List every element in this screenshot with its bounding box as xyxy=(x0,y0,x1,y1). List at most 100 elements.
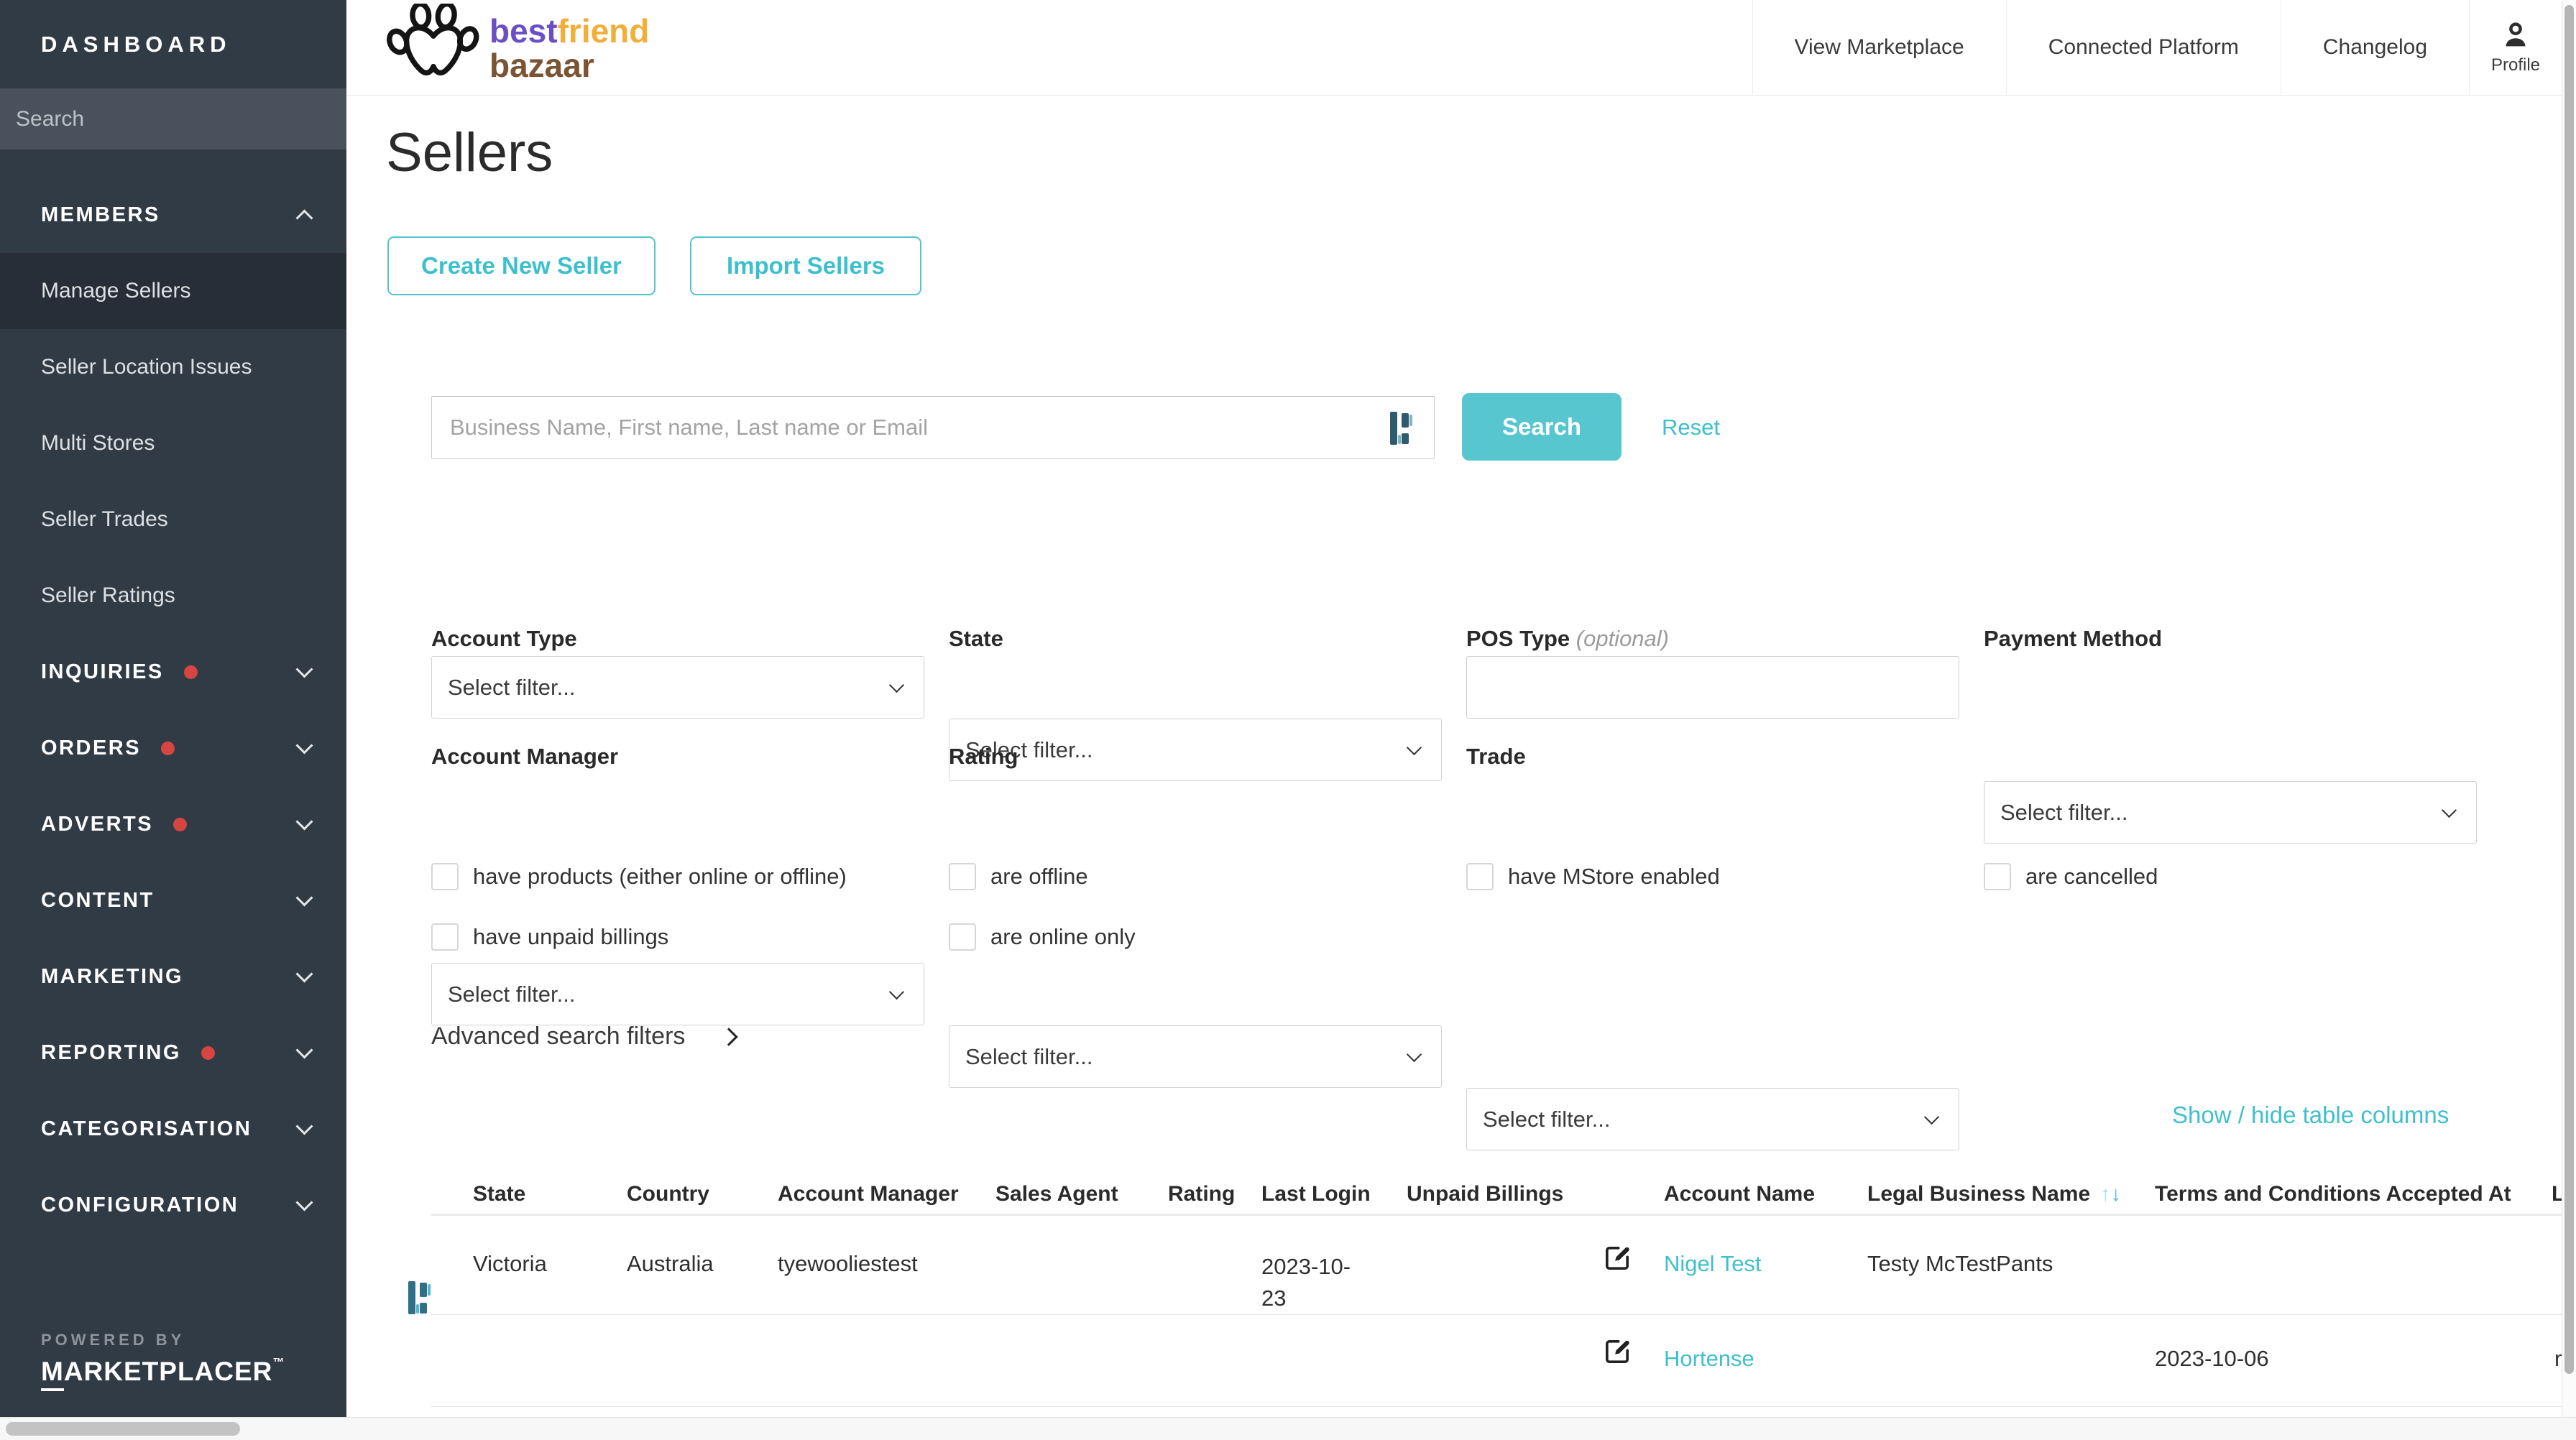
pos-type-input[interactable] xyxy=(1466,656,1959,719)
col-header-sales-agent: Sales Agent xyxy=(995,1182,1118,1206)
select-value: Select filter... xyxy=(965,737,1093,762)
chevron-right-icon xyxy=(719,1027,739,1046)
col-header-unpaid-billings: Unpaid Billings xyxy=(1407,1182,1564,1206)
chevron-down-icon xyxy=(295,964,313,983)
chevron-down-icon xyxy=(295,660,313,678)
chevron-down-icon xyxy=(2441,802,2457,818)
sidebar-item-seller-ratings[interactable]: Seller Ratings xyxy=(0,558,346,634)
checkbox-online-only: are online only xyxy=(949,923,1136,951)
cell-country: Australia xyxy=(627,1251,714,1276)
profile-button[interactable]: Profile xyxy=(2469,0,2562,95)
checkbox-label: are offline xyxy=(990,864,1088,889)
checkbox-label: are online only xyxy=(990,924,1136,949)
state-select[interactable]: Select filter... xyxy=(949,719,1442,781)
col-header-account-name: Account Name xyxy=(1664,1182,1816,1206)
main-content: Sellers Create New Seller Import Sellers… xyxy=(346,96,2562,1417)
barcode-scan-icon[interactable] xyxy=(1390,412,1417,445)
top-header: bestfriend bazaar View Marketplace Conne… xyxy=(346,0,2562,96)
nav-changelog[interactable]: Changelog xyxy=(2280,0,2469,95)
sidebar-section-adverts[interactable]: ADVERTS xyxy=(0,786,346,862)
checkbox[interactable] xyxy=(431,863,459,890)
sidebar-section-label: CATEGORISATION xyxy=(41,1117,252,1140)
advanced-search-filters-toggle[interactable]: Advanced search filters xyxy=(431,1023,739,1051)
sidebar-section-marketing[interactable]: MARKETING xyxy=(0,938,346,1015)
checkbox-unpaid-billings: have unpaid billings xyxy=(431,923,668,951)
payment-method-select[interactable]: Select filter... xyxy=(1984,781,2477,844)
powered-by-marketplacer: POWERED BY MARKETPLACER™ xyxy=(41,1331,285,1391)
sidebar-item-label: Manage Sellers xyxy=(41,279,191,303)
sidebar-section-reporting[interactable]: REPORTING xyxy=(0,1015,346,1091)
notification-dot xyxy=(173,817,188,831)
sidebar-section-categorisation[interactable]: CATEGORISATION xyxy=(0,1091,346,1167)
sidebar-section-label: ORDERS xyxy=(41,736,142,760)
show-hide-columns-link[interactable]: Show / hide table columns xyxy=(2172,1102,2450,1128)
filter-label-pos-type: POS Type (optional) xyxy=(1466,626,1670,651)
checkbox[interactable] xyxy=(1466,863,1494,890)
checkbox[interactable] xyxy=(1984,863,2011,890)
sidebar-item-multi-stores[interactable]: Multi Stores xyxy=(0,405,346,481)
reset-link[interactable]: Reset xyxy=(1662,415,1720,440)
nav-connected-platform[interactable]: Connected Platform xyxy=(2005,0,2281,95)
edit-seller-icon[interactable] xyxy=(1603,1244,1632,1273)
sidebar-item-label: Multi Stores xyxy=(41,431,155,455)
checkbox-are-offline: are offline xyxy=(949,863,1088,890)
profile-label: Profile xyxy=(2490,55,2541,75)
page-title: Sellers xyxy=(386,122,553,183)
checkbox-label: have unpaid billings xyxy=(473,924,669,949)
col-header-last-login: Last Login xyxy=(1261,1182,1371,1206)
sidebar-section-inquiries[interactable]: INQUIRIES xyxy=(0,634,346,710)
edit-seller-icon[interactable] xyxy=(1603,1337,1632,1366)
search-button[interactable]: Search xyxy=(1462,393,1622,461)
checkbox[interactable] xyxy=(431,923,459,951)
sidebar-search-input[interactable] xyxy=(0,88,346,149)
cell-terms-accepted: 2023-10-06 xyxy=(2155,1346,2269,1371)
logo[interactable]: bestfriend bazaar xyxy=(386,1,649,92)
sidebar-item-label: Seller Location Issues xyxy=(41,355,252,379)
powered-by-label: POWERED BY xyxy=(41,1331,185,1349)
sort-asc-icon[interactable]: ↑ xyxy=(2100,1183,2111,1206)
import-sellers-button[interactable]: Import Sellers xyxy=(690,236,921,295)
filter-label-account-manager: Account Manager xyxy=(431,744,619,769)
notification-dot xyxy=(161,741,175,755)
col-header-account-manager: Account Manager xyxy=(778,1182,959,1206)
seller-search-input[interactable] xyxy=(431,396,1435,459)
sidebar-item-seller-trades[interactable]: Seller Trades xyxy=(0,481,346,558)
sort-desc-icon[interactable]: ↓ xyxy=(2110,1183,2122,1206)
sidebar-section-content[interactable]: CONTENT xyxy=(0,862,346,938)
select-value: Select filter... xyxy=(448,674,576,700)
horizontal-scrollbar-thumb[interactable] xyxy=(6,1422,240,1436)
chevron-down-icon xyxy=(888,984,905,1000)
trade-select[interactable]: Select filter... xyxy=(1466,1088,1959,1150)
optional-hint: (optional) xyxy=(1576,626,1670,651)
sidebar-section-label: INQUIRIES xyxy=(41,660,164,683)
select-value: Select filter... xyxy=(2000,799,2128,825)
sidebar-section-configuration[interactable]: CONFIGURATION xyxy=(0,1167,346,1243)
checkbox[interactable] xyxy=(949,863,976,890)
checkbox-label: have MStore enabled xyxy=(1508,864,1720,889)
sidebar-item-label: Seller Trades xyxy=(41,507,168,531)
nav-view-marketplace[interactable]: View Marketplace xyxy=(1752,0,2006,95)
sidebar-nav: MEMBERS Manage Sellers Seller Location I… xyxy=(0,149,346,1243)
chevron-down-icon xyxy=(295,888,313,907)
checkbox-mstore-enabled: have MStore enabled xyxy=(1466,863,1720,890)
col-header-state: State xyxy=(473,1182,526,1206)
account-manager-select[interactable]: Select filter... xyxy=(431,963,924,1025)
account-name-link[interactable]: Hortense xyxy=(1664,1346,1754,1371)
sidebar-section-label: CONFIGURATION xyxy=(41,1193,239,1217)
sidebar-section-orders[interactable]: ORDERS xyxy=(0,710,346,786)
sidebar: DASHBOARD MEMBERS Manage Sellers Seller … xyxy=(0,0,346,1417)
paw-icon xyxy=(386,1,481,92)
account-name-link[interactable]: Nigel Test xyxy=(1664,1251,1762,1276)
checkbox[interactable] xyxy=(949,923,976,951)
sidebar-item-seller-location-issues[interactable]: Seller Location Issues xyxy=(0,329,346,405)
account-type-select[interactable]: Select filter... xyxy=(431,656,924,719)
sidebar-section-members[interactable]: MEMBERS xyxy=(0,177,346,253)
chevron-down-icon xyxy=(295,1040,313,1059)
chevron-down-icon xyxy=(1406,1046,1422,1062)
create-new-seller-button[interactable]: Create New Seller xyxy=(387,236,656,295)
filter-label-state: State xyxy=(949,626,1003,651)
vertical-scrollbar-thumb[interactable] xyxy=(2564,5,2574,1374)
sidebar-item-manage-sellers[interactable]: Manage Sellers xyxy=(0,253,346,329)
rating-select[interactable]: Select filter... xyxy=(949,1025,1442,1088)
